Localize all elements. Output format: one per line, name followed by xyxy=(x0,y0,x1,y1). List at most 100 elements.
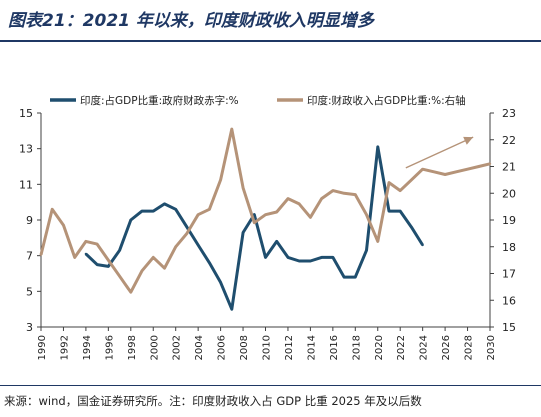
x-tick-label: 2018 xyxy=(351,335,362,360)
data-point-revenue xyxy=(488,162,492,165)
x-tick-label: 2010 xyxy=(262,335,273,360)
y-left-tick-label: 13 xyxy=(19,143,33,156)
data-point-revenue xyxy=(387,181,391,184)
data-point-revenue xyxy=(39,253,43,256)
y-left-tick-label: 3 xyxy=(26,321,33,334)
data-point-revenue xyxy=(163,267,166,270)
data-point-deficit xyxy=(421,243,424,247)
x-tick-label: 1994 xyxy=(82,335,93,360)
data-point-revenue xyxy=(275,210,278,214)
data-point-revenue xyxy=(365,213,368,216)
data-point-revenue xyxy=(95,242,99,246)
x-tick-label: 1996 xyxy=(104,335,115,360)
data-point-deficit xyxy=(354,275,357,279)
data-point-deficit xyxy=(264,256,267,259)
data-point-revenue xyxy=(118,275,121,278)
data-point-deficit xyxy=(286,256,290,259)
data-point-revenue xyxy=(376,240,379,243)
data-point-deficit xyxy=(387,209,391,213)
data-point-deficit xyxy=(230,308,233,311)
data-point-deficit xyxy=(152,209,155,213)
data-point-revenue xyxy=(432,170,436,173)
y-right-tick-label: 19 xyxy=(502,214,516,227)
trend-arrow-shaft xyxy=(405,136,474,169)
data-point-deficit xyxy=(129,218,132,222)
chart-legend: 印度:占GDP比重:政府财政赤字:% 印度:财政收入占GDP比重:%:右轴 xyxy=(50,94,466,107)
x-tick-label: 2008 xyxy=(239,335,250,360)
x-tick-label: 2004 xyxy=(194,335,205,360)
data-point-revenue xyxy=(208,208,211,211)
chart-title: 图表21：2021 年以来，印度财政收入明显增多 xyxy=(8,11,374,31)
data-point-deficit xyxy=(410,225,413,229)
data-point-revenue xyxy=(443,173,447,176)
y-right-tick-label: 17 xyxy=(502,268,516,281)
data-point-deficit xyxy=(241,231,245,234)
data-point-deficit xyxy=(309,259,312,263)
data-point-deficit xyxy=(376,145,379,149)
y-left-tick-label: 7 xyxy=(26,250,33,263)
legend-label-deficit: 印度:占GDP比重:政府财政赤字:% xyxy=(80,94,239,107)
legend-label-revenue: 印度:财政收入占GDP比重:%:右轴 xyxy=(307,94,466,107)
x-tick-label: 2000 xyxy=(149,335,160,360)
data-point-revenue xyxy=(73,256,76,259)
y-left-tick-label: 5 xyxy=(26,285,33,298)
data-point-deficit xyxy=(298,259,301,263)
x-tick-label: 2030 xyxy=(486,335,497,360)
data-point-deficit xyxy=(365,249,368,252)
data-point-deficit xyxy=(342,275,346,279)
data-point-deficit xyxy=(196,243,200,247)
data-point-revenue xyxy=(230,127,233,131)
x-tick-label: 2016 xyxy=(329,335,340,360)
data-point-revenue xyxy=(174,245,177,248)
title-divider xyxy=(0,40,541,42)
y-right-tick-label: 16 xyxy=(502,294,516,307)
data-point-deficit xyxy=(107,265,110,268)
data-point-revenue xyxy=(185,232,189,235)
x-tick-label: 2024 xyxy=(419,335,430,360)
y-right-tick-label: 18 xyxy=(502,241,516,254)
x-tick-label: 1992 xyxy=(59,335,70,360)
data-point-revenue xyxy=(241,186,245,190)
data-point-deficit xyxy=(320,256,323,259)
data-point-revenue xyxy=(320,197,323,200)
data-point-revenue xyxy=(51,208,54,211)
data-point-deficit xyxy=(174,208,177,211)
data-point-revenue xyxy=(107,258,110,262)
data-point-revenue xyxy=(264,213,267,216)
data-point-deficit xyxy=(140,209,144,213)
x-tick-label: 1990 xyxy=(37,335,48,360)
data-point-revenue xyxy=(140,269,144,272)
data-point-revenue xyxy=(342,192,346,195)
data-point-deficit xyxy=(253,213,256,216)
chart-series xyxy=(39,127,492,311)
y-left-tick-label: 9 xyxy=(26,214,33,227)
y-right-tick-label: 21 xyxy=(502,161,516,174)
y-right-tick-label: 20 xyxy=(502,187,516,200)
data-point-deficit xyxy=(331,256,335,259)
data-point-revenue xyxy=(399,189,402,192)
y-right-tick-label: 23 xyxy=(502,107,516,120)
data-point-revenue xyxy=(331,189,335,192)
data-point-revenue xyxy=(298,202,301,206)
data-point-revenue xyxy=(421,168,424,171)
x-tick-label: 2022 xyxy=(396,335,407,360)
data-point-revenue xyxy=(455,170,458,173)
y-right-tick-label: 15 xyxy=(502,321,516,334)
trend-arrow-head xyxy=(463,136,474,145)
x-tick-label: 2012 xyxy=(284,335,295,360)
source-divider xyxy=(0,385,541,386)
data-point-deficit xyxy=(185,225,189,229)
data-point-revenue xyxy=(466,168,469,171)
data-point-deficit xyxy=(84,252,88,256)
data-point-revenue xyxy=(84,240,88,243)
x-tick-label: 2014 xyxy=(306,335,317,360)
data-point-revenue xyxy=(477,165,480,168)
chart-axes: 3 5 7 9 11 13 15 15 16 17 18 19 20 21 22 23 1990 1992 1994… xyxy=(19,107,516,360)
data-point-revenue xyxy=(152,256,155,259)
data-point-revenue xyxy=(354,193,357,196)
x-tick-label: 2028 xyxy=(464,335,475,360)
data-point-revenue xyxy=(196,213,200,216)
x-tick-label: 1998 xyxy=(127,335,138,360)
data-point-revenue xyxy=(286,197,290,200)
